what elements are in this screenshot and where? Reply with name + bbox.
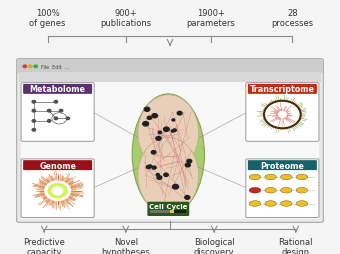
Circle shape bbox=[54, 101, 57, 104]
Circle shape bbox=[152, 114, 157, 118]
Text: Transcriptome: Transcriptome bbox=[250, 85, 315, 94]
Ellipse shape bbox=[265, 188, 276, 193]
Circle shape bbox=[32, 101, 35, 104]
Text: Biological
discovery: Biological discovery bbox=[194, 237, 235, 254]
Circle shape bbox=[187, 160, 192, 163]
Ellipse shape bbox=[265, 201, 276, 207]
Bar bbox=[19, 73, 321, 82]
Circle shape bbox=[185, 164, 190, 167]
Circle shape bbox=[172, 185, 178, 189]
Text: Metabolome: Metabolome bbox=[30, 85, 86, 94]
Circle shape bbox=[29, 66, 32, 68]
Circle shape bbox=[148, 165, 152, 168]
Circle shape bbox=[34, 66, 37, 68]
Circle shape bbox=[48, 184, 67, 198]
Ellipse shape bbox=[138, 138, 199, 214]
Ellipse shape bbox=[296, 174, 308, 180]
Ellipse shape bbox=[249, 188, 261, 193]
Circle shape bbox=[143, 122, 149, 126]
FancyBboxPatch shape bbox=[23, 85, 92, 94]
Circle shape bbox=[278, 112, 287, 118]
FancyBboxPatch shape bbox=[246, 159, 319, 218]
FancyBboxPatch shape bbox=[147, 202, 189, 216]
Ellipse shape bbox=[249, 174, 261, 180]
Text: Proteome: Proteome bbox=[260, 161, 304, 170]
Text: Genome: Genome bbox=[39, 161, 76, 170]
Ellipse shape bbox=[296, 201, 308, 207]
Circle shape bbox=[47, 110, 51, 113]
Text: Novel
hypotheses: Novel hypotheses bbox=[101, 237, 150, 254]
Circle shape bbox=[54, 118, 57, 120]
Circle shape bbox=[164, 173, 168, 177]
Ellipse shape bbox=[280, 201, 292, 207]
Bar bbox=[21, 82, 319, 219]
Text: 28
processes: 28 processes bbox=[271, 9, 313, 28]
FancyBboxPatch shape bbox=[23, 161, 92, 170]
Text: 100%
of genes: 100% of genes bbox=[30, 9, 66, 28]
Text: Predictive
capacity: Predictive capacity bbox=[23, 237, 65, 254]
Bar bbox=[150, 211, 186, 214]
Circle shape bbox=[47, 120, 51, 123]
Circle shape bbox=[156, 137, 161, 141]
Circle shape bbox=[147, 117, 152, 120]
FancyBboxPatch shape bbox=[248, 85, 317, 94]
Circle shape bbox=[152, 166, 156, 169]
Ellipse shape bbox=[132, 94, 204, 215]
Circle shape bbox=[66, 118, 69, 120]
Circle shape bbox=[23, 66, 27, 68]
Circle shape bbox=[45, 181, 71, 201]
Ellipse shape bbox=[138, 95, 199, 171]
FancyBboxPatch shape bbox=[248, 161, 317, 170]
Circle shape bbox=[144, 108, 150, 112]
Bar bbox=[170, 211, 174, 214]
Circle shape bbox=[32, 110, 35, 113]
Text: Rational
design: Rational design bbox=[278, 237, 313, 254]
Circle shape bbox=[171, 130, 174, 133]
Circle shape bbox=[158, 132, 161, 134]
Ellipse shape bbox=[265, 174, 276, 180]
Text: 900+
publications: 900+ publications bbox=[100, 9, 151, 28]
FancyBboxPatch shape bbox=[17, 60, 323, 74]
FancyBboxPatch shape bbox=[21, 83, 94, 142]
Circle shape bbox=[59, 110, 63, 113]
Circle shape bbox=[151, 151, 156, 154]
Circle shape bbox=[52, 187, 63, 195]
Ellipse shape bbox=[280, 174, 292, 180]
Text: Cell Cycle: Cell Cycle bbox=[149, 203, 188, 210]
Ellipse shape bbox=[249, 201, 261, 207]
Ellipse shape bbox=[280, 188, 292, 193]
Text: File  Edit  ...: File Edit ... bbox=[41, 65, 69, 70]
Bar bbox=[150, 211, 170, 214]
Circle shape bbox=[32, 120, 35, 123]
Circle shape bbox=[164, 128, 169, 132]
Circle shape bbox=[185, 196, 190, 199]
FancyBboxPatch shape bbox=[17, 59, 323, 223]
Text: 1900+
parameters: 1900+ parameters bbox=[186, 9, 235, 28]
FancyBboxPatch shape bbox=[246, 83, 319, 142]
Circle shape bbox=[156, 174, 159, 176]
Circle shape bbox=[147, 166, 151, 169]
Ellipse shape bbox=[296, 188, 308, 193]
FancyBboxPatch shape bbox=[21, 159, 94, 218]
Circle shape bbox=[172, 119, 175, 121]
Circle shape bbox=[32, 129, 35, 132]
Circle shape bbox=[173, 130, 176, 132]
Circle shape bbox=[157, 176, 162, 180]
Circle shape bbox=[177, 112, 182, 116]
